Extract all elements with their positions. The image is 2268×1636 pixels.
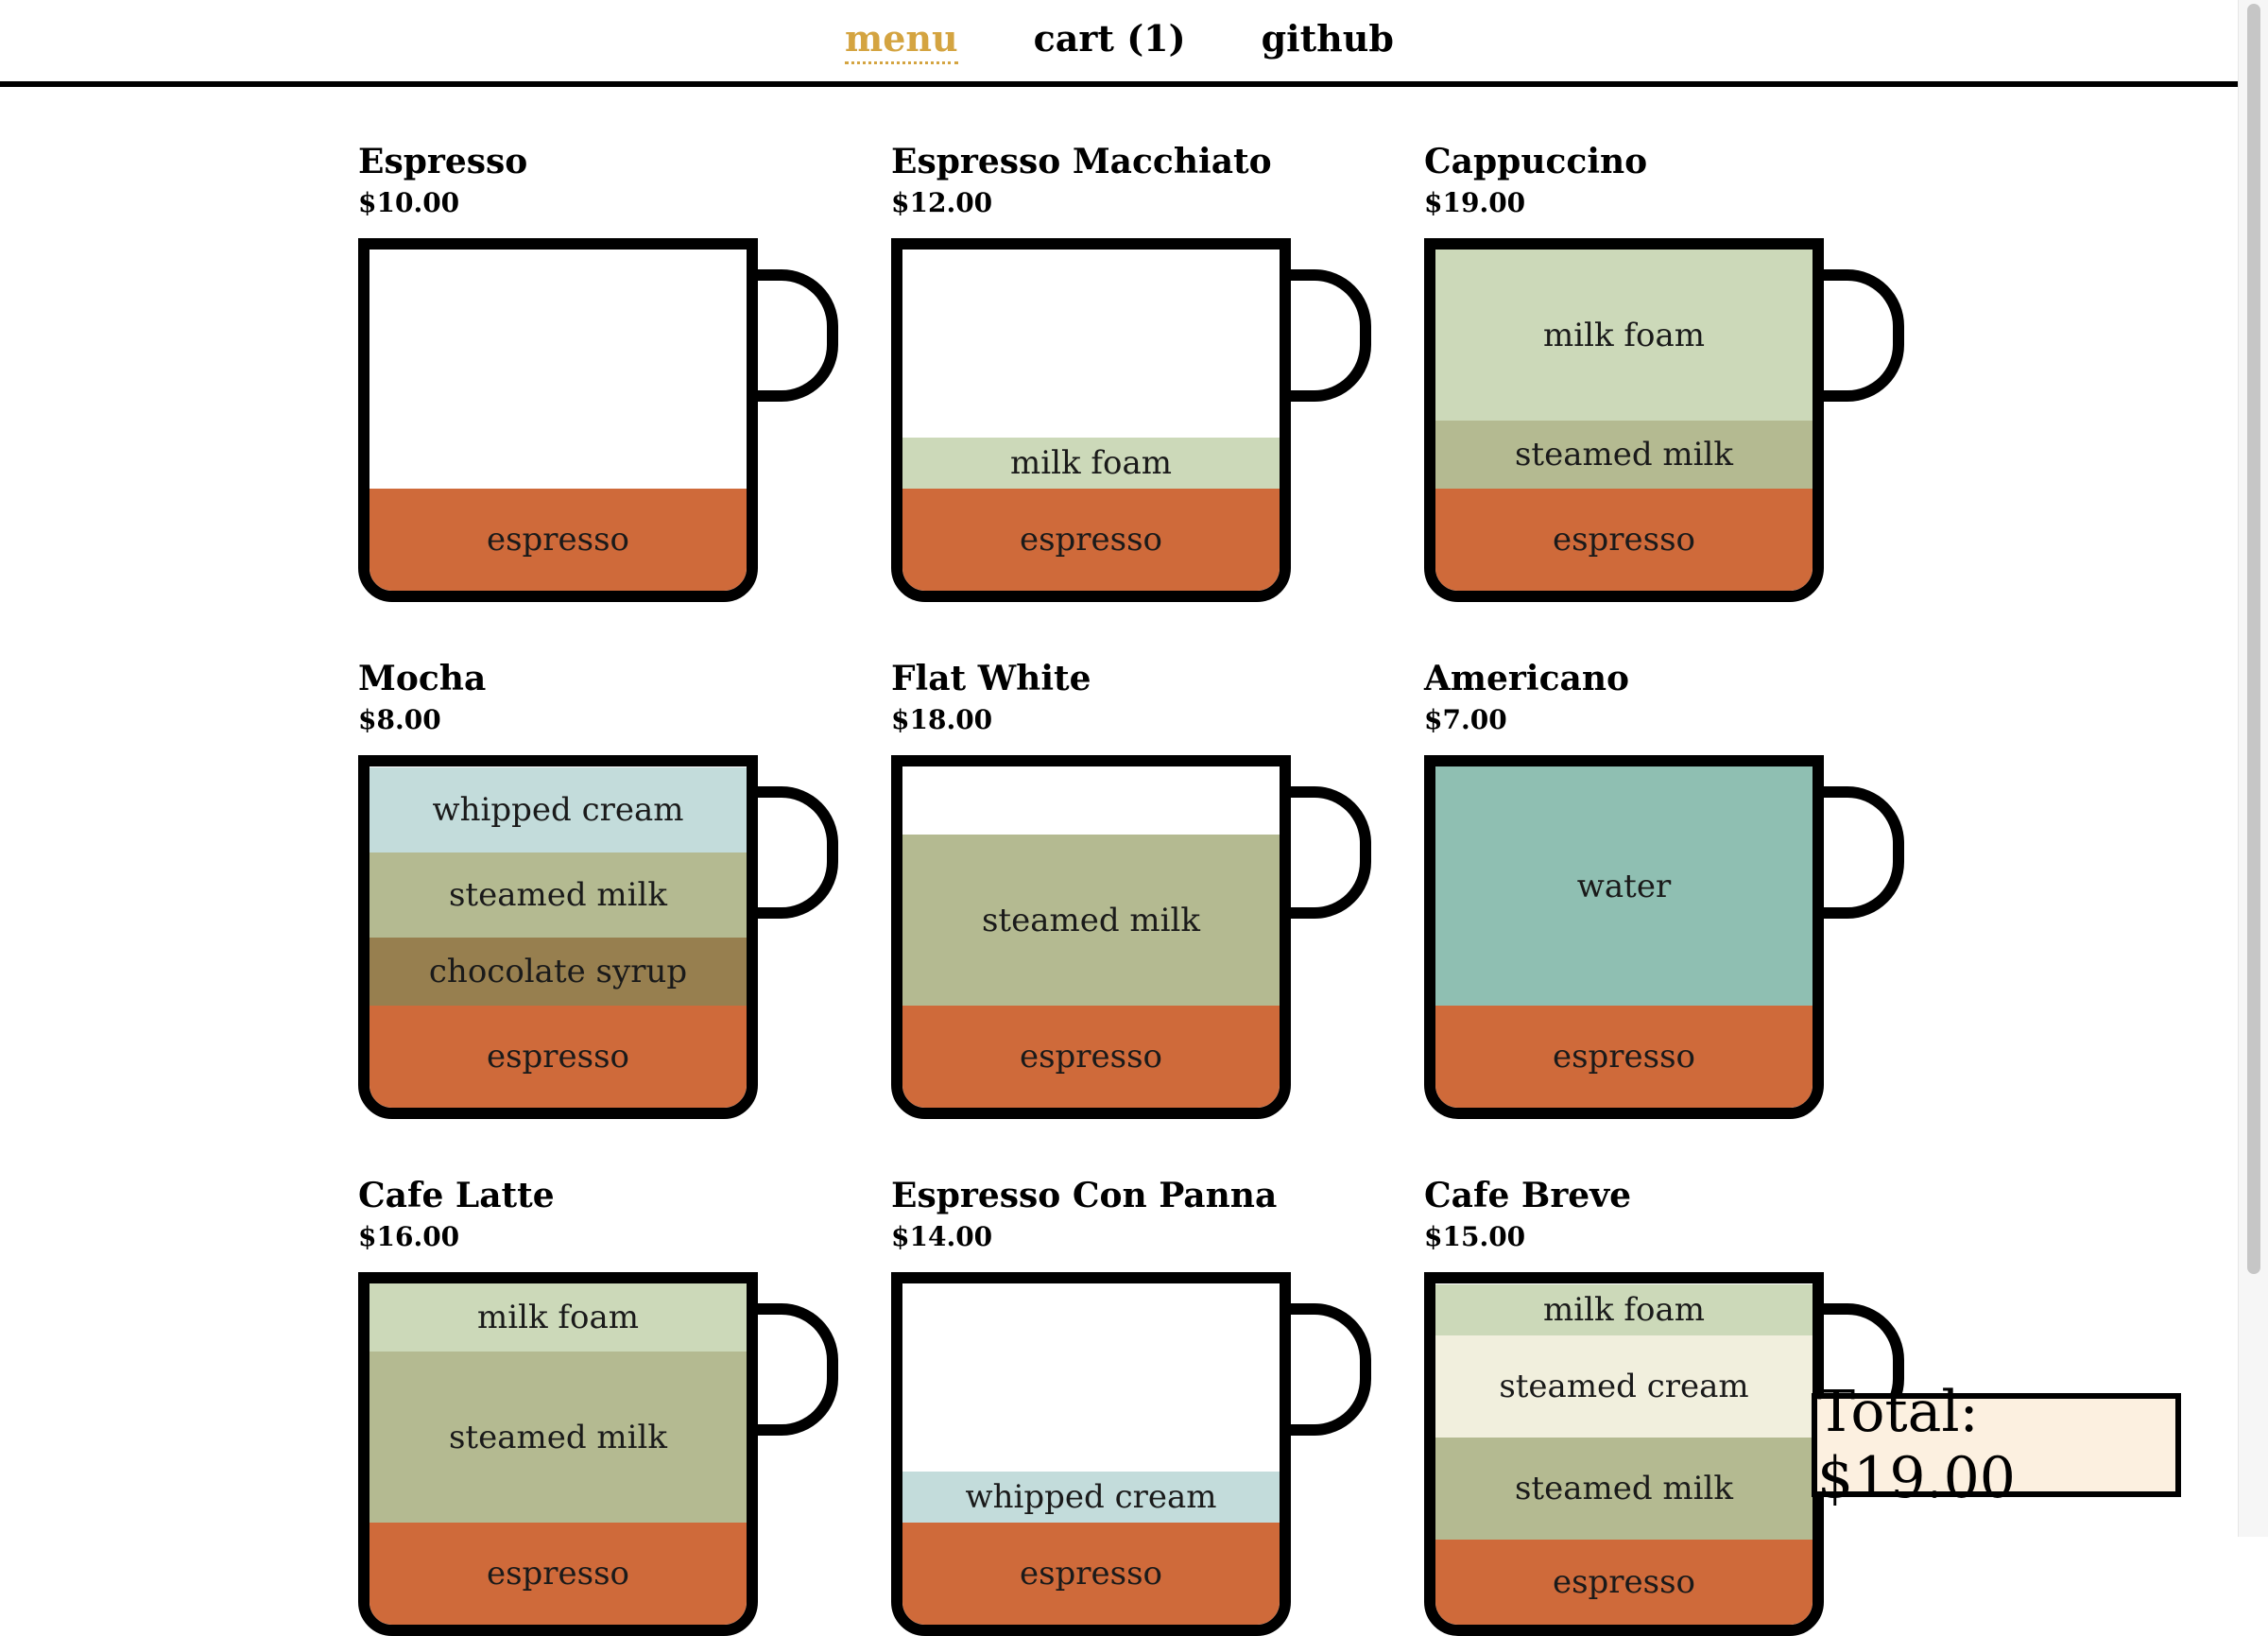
nav-cart-link[interactable]: cart (1) (1033, 17, 1186, 60)
item-name: Cappuccino (1424, 142, 1648, 181)
item-name: Mocha (358, 659, 487, 698)
cup-layer-steamed-milk: steamed milk (1435, 1438, 1813, 1540)
item-name: Espresso Macchiato (891, 142, 1272, 181)
cup[interactable]: milk foam steamed cream steamed milk espres… (1424, 1272, 1824, 1636)
layer-label: steamed milk (981, 901, 1201, 939)
layer-label: espresso (1019, 1038, 1163, 1076)
cup[interactable]: whipped cream espresso (891, 1272, 1291, 1636)
cup-layer-espresso: espresso (369, 1523, 747, 1625)
cup-layer-steamed-milk: steamed milk (369, 1352, 747, 1523)
layer-label: milk foam (1010, 444, 1172, 482)
layer-label: steamed milk (448, 876, 668, 914)
nav-github-link[interactable]: github (1261, 17, 1394, 60)
cup[interactable]: espresso (358, 238, 758, 602)
cup-layer-espresso: espresso (1435, 1006, 1813, 1108)
layer-label: steamed milk (448, 1418, 668, 1456)
item-name: Cafe Latte (358, 1176, 555, 1215)
item-price: $8.00 (358, 704, 441, 735)
layer-label: steamed milk (1514, 436, 1734, 474)
layer-label: espresso (1552, 1563, 1696, 1601)
item-price: $16.00 (358, 1221, 460, 1252)
cup-layer-whipped-cream: whipped cream (369, 767, 747, 852)
layer-label: espresso (486, 1555, 630, 1593)
item-name: Americano (1424, 659, 1630, 698)
cup-layer-milk-foam: milk foam (369, 1283, 747, 1352)
cup[interactable]: milk foam steamed milk espresso (358, 1272, 758, 1636)
layer-label: espresso (1019, 1555, 1163, 1593)
scrollbar-thumb[interactable] (2247, 4, 2260, 1274)
layer-label: espresso (1552, 521, 1696, 559)
item-name: Espresso (358, 142, 528, 181)
cart-total: Total: $19.00 (1812, 1379, 2181, 1511)
layer-label: whipped cream (965, 1478, 1217, 1516)
layer-label: whipped cream (432, 791, 684, 829)
cup[interactable]: milk foam steamed milk espresso (1424, 238, 1824, 602)
item-name: Flat White (891, 659, 1091, 698)
layer-label: espresso (486, 521, 630, 559)
nav-menu-link[interactable]: menu (845, 17, 958, 64)
cup-layer-espresso: espresso (902, 489, 1280, 591)
cup-layer-whipped-cream: whipped cream (902, 1472, 1280, 1523)
cup-layer-espresso: espresso (1435, 489, 1813, 591)
layer-label: steamed milk (1514, 1470, 1734, 1507)
cup-layer-espresso: espresso (369, 489, 747, 591)
item-price: $7.00 (1424, 704, 1507, 735)
layer-label: water (1576, 867, 1672, 905)
cup-layer-milk-foam: milk foam (902, 438, 1280, 489)
item-price: $18.00 (891, 704, 993, 735)
item-price: $15.00 (1424, 1221, 1526, 1252)
item-name: Cafe Breve (1424, 1176, 1632, 1215)
cup-layer-water: water (1435, 766, 1813, 1006)
item-price: $12.00 (891, 187, 993, 218)
layer-label: espresso (1552, 1038, 1696, 1076)
layer-label: chocolate syrup (428, 953, 688, 990)
item-price: $19.00 (1424, 187, 1526, 218)
cup-layer-steamed-milk: steamed milk (902, 835, 1280, 1006)
scrollbar[interactable] (2238, 0, 2268, 1537)
cup-layer-espresso: espresso (902, 1523, 1280, 1625)
layer-label: milk foam (1543, 316, 1705, 354)
cup[interactable]: whipped cream steamed milk chocolate syrup… (358, 755, 758, 1119)
cup-layer-steamed-cream: steamed cream (1435, 1335, 1813, 1438)
layer-label: steamed cream (1499, 1368, 1749, 1405)
cup-layer-espresso: espresso (902, 1006, 1280, 1108)
layer-label: milk foam (1543, 1291, 1705, 1329)
cup[interactable]: steamed milk espresso (891, 755, 1291, 1119)
cup-layer-chocolate-syrup: chocolate syrup (369, 938, 747, 1006)
layer-label: espresso (1019, 521, 1163, 559)
cup-layer-milk-foam: milk foam (1435, 1284, 1813, 1335)
cup-layer-espresso: espresso (369, 1006, 747, 1108)
cup[interactable]: water espresso (1424, 755, 1824, 1119)
cup-layer-steamed-milk: steamed milk (369, 852, 747, 938)
layer-label: espresso (486, 1038, 630, 1076)
item-name: Espresso Con Panna (891, 1176, 1278, 1215)
cup-layer-steamed-milk: steamed milk (1435, 421, 1813, 489)
cup[interactable]: milk foam espresso (891, 238, 1291, 602)
item-price: $14.00 (891, 1221, 993, 1252)
cup-layer-espresso: espresso (1435, 1540, 1813, 1625)
item-price: $10.00 (358, 187, 460, 218)
top-navigation: menu cart (1) github (0, 0, 2239, 87)
layer-label: milk foam (477, 1299, 639, 1336)
cup-layer-milk-foam: milk foam (1435, 250, 1813, 421)
